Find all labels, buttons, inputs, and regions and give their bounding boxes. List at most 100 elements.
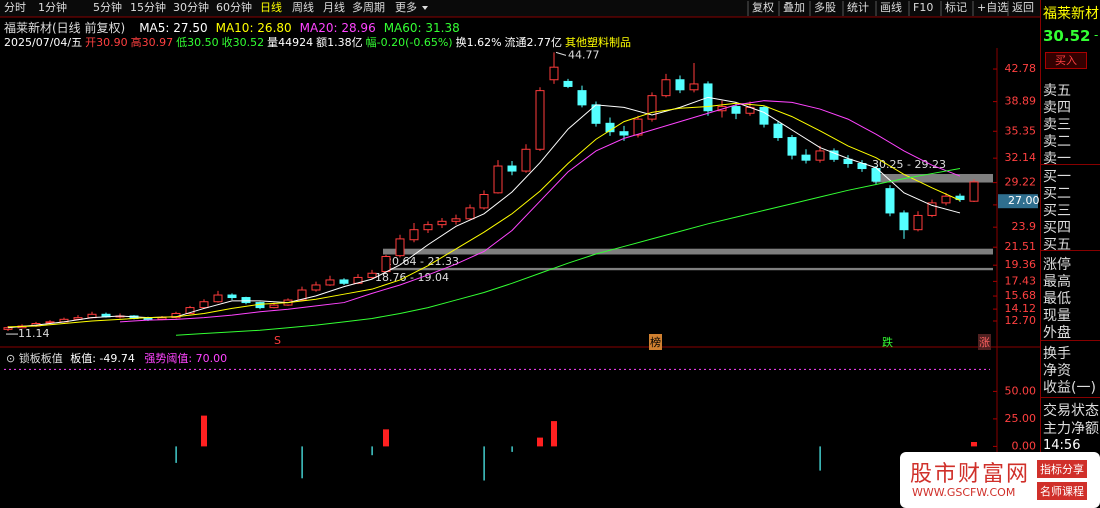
toolbar-button[interactable]: 复权 — [752, 0, 774, 14]
y-tick-label: 50.00 — [1005, 384, 1037, 397]
signal: 涨 — [978, 334, 991, 350]
candle-body — [311, 284, 321, 291]
candle-body — [955, 195, 965, 201]
candle-body — [395, 238, 405, 257]
candle-body — [241, 297, 251, 304]
candle-body — [619, 131, 629, 136]
info-item: 低30.50 — [176, 36, 219, 49]
candle-body — [647, 95, 657, 120]
info-item: 收30.52 — [221, 36, 265, 49]
info-item: 流通2.77亿 — [504, 36, 563, 49]
signal: 榜 — [649, 334, 662, 350]
y-tick-label: 14.12 — [1005, 302, 1037, 315]
indicator-bar — [201, 415, 207, 447]
candle-body — [927, 202, 937, 216]
band-label: 18.76 - 19.04 — [375, 271, 449, 284]
toolbar-button[interactable]: 叠加 — [783, 1, 805, 14]
candle-body — [213, 294, 223, 303]
change: - — [1094, 28, 1099, 42]
y-tick-label: 0.00 — [1012, 439, 1037, 452]
signal: S — [274, 334, 281, 347]
y-tick-label: 29.22 — [1005, 176, 1037, 189]
threshold-label: 强势阈值: 70.00 — [144, 352, 228, 365]
candle-body — [325, 279, 335, 286]
tab[interactable]: 多周期 — [352, 0, 385, 14]
indicator-bar — [537, 437, 543, 447]
watermark: 股市财富网 WWW.GSCFW.COM 指标分享 名师课程 — [900, 452, 1100, 508]
toolbar-button[interactable]: 多股 — [814, 0, 836, 14]
toolbar-button[interactable]: 统计 — [847, 1, 869, 14]
quote-row-label: 最高 — [1043, 274, 1071, 290]
toolbar-button[interactable]: F10 — [913, 1, 933, 14]
indicator-bar — [511, 446, 513, 452]
watermark-tag: 名师课程 — [1037, 482, 1087, 500]
watermark-brand: 股市财富网 — [910, 462, 1031, 487]
toolbar-button[interactable]: +自选 — [977, 1, 1008, 14]
ma-label: MA5: 27.50 — [139, 21, 208, 35]
quote-row-label: 最低 — [1043, 291, 1071, 307]
price-band — [873, 173, 993, 183]
toolbar-bg — [0, 0, 1040, 17]
quote-row-label: 主力净额 — [1043, 421, 1099, 437]
candle-body — [689, 83, 699, 91]
tab[interactable]: 1分钟 — [38, 0, 67, 14]
chart-title: 福莱新材(日线 前复权) — [4, 21, 126, 35]
quote-row-label: 买五 — [1043, 237, 1071, 253]
tab[interactable]: 周线 — [292, 0, 314, 14]
candle-body — [465, 207, 475, 220]
candle-body — [157, 317, 167, 320]
ma-label: MA20: 28.96 — [299, 21, 376, 35]
ma-line — [119, 100, 961, 323]
quote-row-label: 换手 — [1043, 346, 1071, 362]
quote-row-label: 涨停 — [1043, 257, 1071, 273]
buy-button[interactable]: 买入 — [1045, 52, 1087, 69]
candle-body — [269, 304, 279, 309]
candle-body — [437, 220, 447, 226]
peak-label: 44.77 — [568, 48, 600, 61]
y-tick-label: 42.78 — [1005, 62, 1037, 75]
quote-row-label: 卖三 — [1043, 117, 1071, 133]
info-item: 换1.62% — [455, 36, 502, 49]
y-tick-label: 15.68 — [1005, 289, 1037, 302]
tab[interactable]: 30分钟 — [173, 0, 209, 14]
candle-body — [381, 255, 391, 273]
price: 30.52 — [1043, 27, 1091, 45]
candle-body — [339, 279, 349, 284]
watermark-tag: 指标分享 — [1037, 460, 1087, 478]
info-item: 开30.90 — [85, 36, 128, 49]
indicator-header: ⊙ 锁板板值 板值: -49.74 强势阈值: 70.00 — [6, 352, 228, 365]
tab[interactable]: 分时 — [4, 1, 26, 14]
ma-label: MA60: 31.38 — [383, 21, 460, 35]
y-tick-label: 25.00 — [1005, 412, 1037, 425]
candle-body — [563, 80, 573, 87]
candle-body — [969, 181, 979, 202]
candle-body — [759, 106, 769, 125]
candle-body — [661, 79, 671, 97]
candle-body — [829, 150, 839, 160]
candle-body — [913, 214, 923, 231]
toolbar-button[interactable]: 画线 — [880, 0, 902, 14]
indicator-bar — [971, 442, 977, 447]
tab[interactable]: 15分钟 — [130, 0, 166, 14]
tab[interactable]: 月线 — [323, 0, 345, 14]
band-label: 20.64 - 21.33 — [385, 255, 459, 268]
quote-row-label: 交易状态 — [1043, 403, 1099, 419]
toolbar-button[interactable]: 标记 — [945, 0, 967, 14]
candle-body — [731, 106, 741, 114]
candle-body — [143, 317, 153, 320]
indicator-value: 板值: -49.74 — [70, 352, 135, 365]
tab[interactable]: 更多 — [395, 0, 417, 14]
tab[interactable]: 60分钟 — [216, 0, 252, 14]
toolbar-button[interactable]: 返回 — [1012, 1, 1034, 14]
price-tag-label: 27.00 — [1008, 194, 1040, 207]
separator — [1041, 250, 1100, 251]
tab[interactable]: 5分钟 — [93, 0, 122, 14]
price-band — [383, 248, 993, 255]
candle-body — [367, 272, 377, 278]
candle-body — [885, 188, 895, 214]
watermark-url: WWW.GSCFW.COM — [912, 486, 1016, 499]
tab[interactable]: 日线 — [260, 0, 282, 14]
info-item: 量44924 — [267, 36, 314, 49]
candle-body — [297, 289, 307, 301]
